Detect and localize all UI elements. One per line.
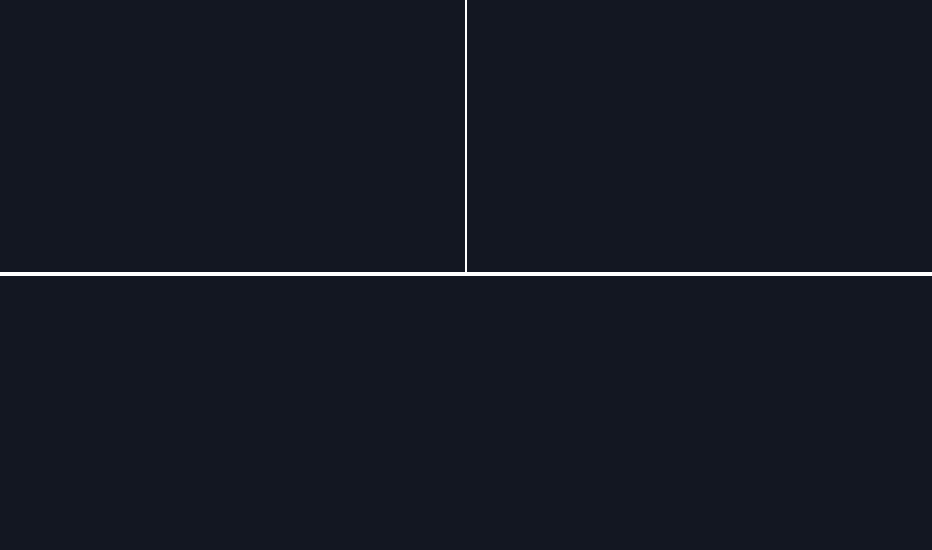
four-hour-chart-panel[interactable]: 1.360001.350001.340001.330001.320001.310… <box>0 276 932 550</box>
horizontal-divider <box>0 272 932 276</box>
daily-chart-panel[interactable]: 1.440001.420001.400001.380001.360001.340… <box>467 0 932 272</box>
panel-dividers <box>0 0 932 276</box>
vertical-divider <box>465 0 467 274</box>
weekly-chart-panel[interactable]: 1.700001.650001.600001.550001.500001.450… <box>0 0 465 272</box>
